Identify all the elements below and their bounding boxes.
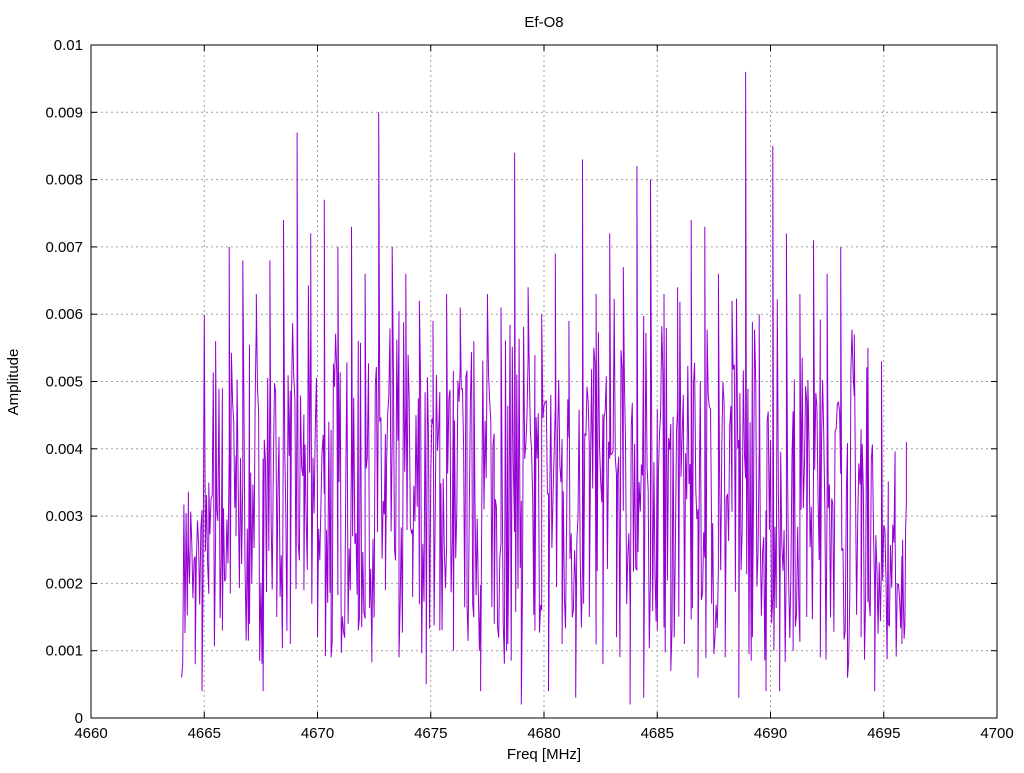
x-tick-label: 4695 <box>867 725 900 742</box>
series-layer <box>181 71 907 705</box>
x-axis-label: Freq [MHz] <box>507 746 581 763</box>
y-tick-label: 0.009 <box>45 104 83 121</box>
tick-layer: 4660 4665 4670 4675 4680 4685 4690 4695 4700 0 0.0… <box>45 37 1013 742</box>
y-tick-label: 0 <box>75 710 83 727</box>
x-tick-label: 4700 <box>980 725 1013 742</box>
x-tick-label: 4685 <box>641 725 674 742</box>
x-tick-label: 4660 <box>74 725 107 742</box>
x-tick-label: 4665 <box>188 725 221 742</box>
x-tick-label: 4670 <box>301 725 334 742</box>
y-tick-label: 0.01 <box>54 37 83 54</box>
y-tick-label: 0.001 <box>45 643 83 660</box>
x-tick-label: 4675 <box>414 725 447 742</box>
y-tick-label: 0.006 <box>45 306 83 323</box>
y-tick-label: 0.003 <box>45 508 83 525</box>
series-line <box>181 71 907 705</box>
y-tick-label: 0.007 <box>45 239 83 256</box>
x-tick-label: 4680 <box>527 725 560 742</box>
y-tick-label: 0.002 <box>45 575 83 592</box>
y-tick-label: 0.005 <box>45 374 83 391</box>
y-axis-label: Amplitude <box>5 349 22 416</box>
x-tick-label: 4690 <box>754 725 787 742</box>
y-tick-label: 0.004 <box>45 441 83 458</box>
y-tick-label: 0.008 <box>45 172 83 189</box>
chart-title: Ef-O8 <box>524 14 563 31</box>
